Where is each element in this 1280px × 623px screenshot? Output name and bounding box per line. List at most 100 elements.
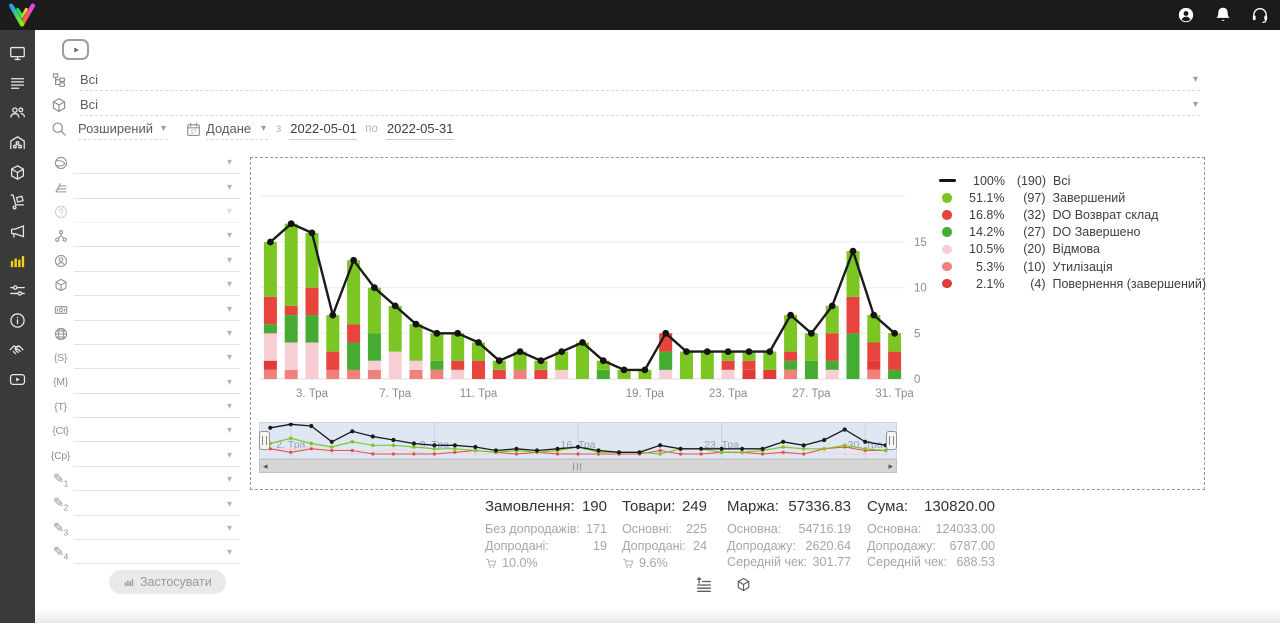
pencil-4-icon: ✎4 xyxy=(53,544,68,562)
stats-sub-row: Допродані: 19 xyxy=(485,538,607,553)
sidebar-item-warehouse[interactable] xyxy=(0,128,35,158)
sidebar-item-monitor[interactable] xyxy=(0,39,35,69)
filter-select[interactable]: ▾ xyxy=(74,445,240,467)
filter-select[interactable]: ▾ xyxy=(74,494,240,516)
chevron-down-icon: ▾ xyxy=(226,303,232,315)
filter-select[interactable]: ▾ xyxy=(74,542,240,565)
filter-select[interactable]: ▾ xyxy=(74,347,240,370)
legend-item[interactable]: 14.2% (27) DO Завершено xyxy=(939,224,1206,241)
tag-icon: {Ct} xyxy=(52,425,69,438)
sidebar xyxy=(0,30,35,623)
filter-select[interactable]: ▾ xyxy=(74,372,240,394)
sidebar-item-sliders[interactable] xyxy=(0,276,35,306)
filter-select[interactable]: ▾ xyxy=(74,274,240,297)
date-from-input[interactable] xyxy=(289,118,358,140)
sidebar-item-megaphone[interactable] xyxy=(0,217,35,247)
legend-item[interactable]: 2.1% (4) Повернення (завершений) xyxy=(939,275,1206,292)
filter-select-row-layers: ▾ xyxy=(45,175,240,199)
filter-select[interactable]: ▾ xyxy=(74,420,240,443)
chevron-down-icon: ▾ xyxy=(226,523,232,535)
tutorial-video-button[interactable] xyxy=(62,39,89,60)
scroll-right-icon[interactable]: ▸ xyxy=(888,460,893,471)
stats-column: Товари: 249 Основні: 225 Допродані: 24 9.6% xyxy=(622,498,707,572)
search-mode-select[interactable]: Розширений ▾ xyxy=(78,118,168,140)
navigator-right-handle[interactable] xyxy=(886,431,897,450)
sidebar-item-chartbars[interactable] xyxy=(0,246,35,276)
filter-select[interactable]: ▾ xyxy=(74,299,240,321)
stats-column: Сума: 130820.00 Основна: 124033.00 Допродажу… xyxy=(867,498,995,571)
sidebar-item-trolley[interactable] xyxy=(0,187,35,217)
filter-select[interactable]: ▾ xyxy=(74,152,240,175)
svg-text:15: 15 xyxy=(914,237,927,249)
date-field-select[interactable]: Додане ▾ xyxy=(206,118,268,140)
stats-sub-row: Середній чек: 688.53 xyxy=(867,555,995,569)
sidebar-item-cube[interactable] xyxy=(0,157,35,187)
navigator-left-handle[interactable] xyxy=(259,431,270,450)
user-button[interactable] xyxy=(1176,5,1196,25)
category-select[interactable]: Всі ▾ xyxy=(80,69,1200,91)
chart-scrollbar[interactable]: ◂ ||| ▸ xyxy=(259,459,897,473)
sidebar-item-video[interactable] xyxy=(0,365,35,395)
people-icon xyxy=(8,103,27,122)
toggle-listarrow-button[interactable] xyxy=(694,574,714,594)
bottom-fade xyxy=(35,609,1280,623)
scrollbar-grip[interactable]: ||| xyxy=(572,461,584,471)
legend-item[interactable]: 51.1% (97) Завершений xyxy=(939,189,1206,206)
filter-select[interactable]: ▾ xyxy=(74,201,240,223)
cube-icon xyxy=(8,163,27,182)
filter-select-row-banknote: ▾ xyxy=(45,297,240,321)
chart-navigator[interactable]: 2. Тра 9. Тра 16. Тра 23. Тра 30. Тра xyxy=(259,422,897,459)
app-logo[interactable] xyxy=(7,2,37,33)
filter-select[interactable]: ▾ xyxy=(74,323,240,345)
scroll-left-icon[interactable]: ◂ xyxy=(263,460,268,471)
date-to-input[interactable] xyxy=(385,118,454,140)
summary-stats: Замовлення: 190 Без допродажів: 171 Допродан… xyxy=(485,498,1010,576)
navigator-mini-chart: 2. Тра 9. Тра 16. Тра 23. Тра 30. Тра xyxy=(260,422,896,463)
warehouse-icon xyxy=(8,133,27,152)
chart-panel: 0 5 10 15 3. Тра 7. Тра 11. Тра 19. Тра 23. Тра 2… xyxy=(250,157,1206,490)
orders-chart[interactable]: 0 5 10 15 3. Тра 7. Тра 11. Тра 19. Тра 23. Тра 2… xyxy=(258,164,938,419)
filter-select[interactable]: ▾ xyxy=(74,469,240,492)
stats-title: Замовлення: 190 xyxy=(485,498,607,515)
filter-select[interactable]: ▾ xyxy=(74,177,240,199)
svg-text:31. Тра: 31. Тра xyxy=(875,388,914,400)
legend-item[interactable]: 10.5% (20) Відмова xyxy=(939,241,1206,258)
product-select[interactable]: Всі ▾ xyxy=(80,94,1200,116)
legend-label: Відмова xyxy=(1052,242,1100,257)
handshake-icon xyxy=(8,340,27,359)
bell-button[interactable] xyxy=(1213,5,1233,25)
svg-text:5: 5 xyxy=(914,328,920,340)
layers-icon xyxy=(47,180,74,196)
svg-text:23. Тра: 23. Тра xyxy=(704,439,739,451)
category-select-value: Всі xyxy=(80,71,99,87)
sidebar-item-list[interactable] xyxy=(0,69,35,99)
legend-item[interactable]: 16.8% (32) DO Возврат склад xyxy=(939,206,1206,223)
svg-text:0: 0 xyxy=(914,374,920,386)
legend-item[interactable]: 5.3% (10) Утилізація xyxy=(939,258,1206,275)
pencil-2-icon: ✎2 xyxy=(53,495,68,513)
sidebar-item-handshake[interactable] xyxy=(0,335,35,365)
legend-item[interactable]: 100% (190) Всі xyxy=(939,172,1206,189)
logo-icon xyxy=(9,3,35,27)
legend-label: Повернення (завершений) xyxy=(1052,276,1207,291)
stats-sub-row: Основна: 124033.00 xyxy=(867,522,995,536)
chevron-down-icon: ▾ xyxy=(226,205,232,217)
filter-select[interactable]: ▾ xyxy=(74,396,240,419)
filter-select-row-person: ▾ xyxy=(45,249,240,273)
sidebar-item-people[interactable] xyxy=(0,98,35,128)
legend-count: (4) xyxy=(1030,276,1046,291)
filter-select[interactable]: ▾ xyxy=(74,518,240,541)
pencil-3-icon: ✎3 xyxy=(53,519,68,538)
date-field-value: Додане xyxy=(206,121,252,136)
legend-count: (97) xyxy=(1023,190,1046,205)
filter-select[interactable]: ▾ xyxy=(74,225,240,248)
headset-button[interactable] xyxy=(1250,5,1270,25)
toggle-cube-button[interactable] xyxy=(735,576,752,593)
filter-select[interactable]: ▾ xyxy=(74,250,240,272)
apply-button[interactable]: Застосувати xyxy=(109,570,226,594)
sidebar-item-info[interactable] xyxy=(0,305,35,335)
legend-percent: 14.2% xyxy=(969,225,1005,240)
filter-select-row-t: {T} ▾ xyxy=(45,395,240,419)
view-toggles xyxy=(694,574,752,594)
chevron-down-icon: ▾ xyxy=(226,401,232,413)
